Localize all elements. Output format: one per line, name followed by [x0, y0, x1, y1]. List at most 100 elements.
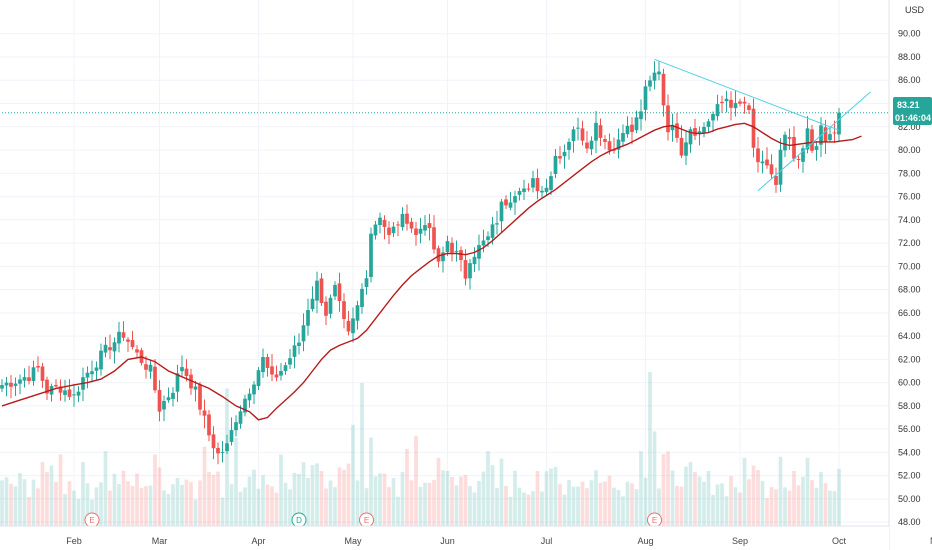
bearish-candle[interactable]: [189, 368, 193, 395]
bullish-candle[interactable]: [495, 211, 499, 235]
bullish-candle[interactable]: [292, 335, 297, 369]
bullish-candle[interactable]: [445, 235, 450, 257]
bearish-candle[interactable]: [796, 154, 801, 169]
bullish-candle[interactable]: [256, 367, 261, 391]
bearish-candle[interactable]: [450, 237, 454, 262]
event-markers[interactable]: EDEEE: [84, 512, 932, 528]
bullish-candle[interactable]: [517, 187, 522, 201]
bullish-candle[interactable]: [301, 313, 306, 352]
bullish-candle[interactable]: [360, 283, 364, 314]
bullish-candle[interactable]: [243, 394, 247, 417]
bullish-candle[interactable]: [562, 144, 567, 169]
bearish-candle[interactable]: [598, 118, 603, 146]
bullish-candle[interactable]: [166, 387, 171, 403]
bearish-candle[interactable]: [144, 355, 148, 379]
bearish-candle[interactable]: [765, 147, 769, 169]
bullish-candle[interactable]: [90, 360, 94, 383]
bullish-candle[interactable]: [369, 227, 373, 283]
bearish-candle[interactable]: [40, 363, 45, 388]
dividend-marker[interactable]: D: [291, 512, 307, 528]
bearish-candle[interactable]: [774, 167, 778, 193]
bullish-candle[interactable]: [4, 377, 9, 397]
earnings-marker[interactable]: E: [84, 512, 100, 528]
bullish-candle[interactable]: [625, 116, 630, 138]
bearish-candle[interactable]: [787, 128, 792, 150]
bullish-candle[interactable]: [76, 386, 81, 403]
bullish-candle[interactable]: [229, 417, 234, 446]
bullish-candle[interactable]: [112, 337, 117, 364]
bearish-candle[interactable]: [396, 221, 400, 237]
bullish-candle[interactable]: [423, 215, 427, 236]
bearish-candle[interactable]: [742, 96, 747, 114]
bullish-candle[interactable]: [247, 388, 252, 408]
bullish-candle[interactable]: [576, 117, 580, 141]
bullish-candle[interactable]: [778, 138, 783, 192]
bearish-candle[interactable]: [324, 296, 328, 326]
bullish-candle[interactable]: [171, 387, 175, 407]
bullish-candle[interactable]: [454, 240, 459, 262]
bearish-candle[interactable]: [580, 120, 585, 146]
bullish-candle[interactable]: [477, 234, 481, 271]
bullish-candle[interactable]: [652, 61, 657, 90]
bearish-candle[interactable]: [535, 168, 540, 200]
bullish-candle[interactable]: [468, 258, 472, 290]
bullish-candle[interactable]: [522, 179, 526, 201]
bullish-candle[interactable]: [571, 126, 576, 153]
bullish-candle[interactable]: [391, 222, 396, 237]
bearish-candle[interactable]: [612, 137, 616, 154]
bearish-candle[interactable]: [459, 246, 463, 272]
bearish-candle[interactable]: [432, 215, 436, 254]
bullish-candle[interactable]: [837, 107, 841, 143]
bearish-candle[interactable]: [207, 409, 211, 442]
time-axis[interactable]: FebMarAprMayJunJulAugSepOctNovDec: [66, 536, 932, 546]
bullish-candle[interactable]: [418, 218, 423, 244]
bullish-candle[interactable]: [315, 271, 319, 314]
bullish-candle[interactable]: [400, 207, 405, 231]
bullish-candle[interactable]: [297, 333, 301, 355]
bearish-candle[interactable]: [202, 399, 207, 429]
bearish-candle[interactable]: [693, 119, 697, 140]
bearish-candle[interactable]: [45, 376, 49, 401]
bullish-candle[interactable]: [31, 360, 36, 386]
bullish-candle[interactable]: [252, 381, 256, 404]
bearish-candle[interactable]: [409, 217, 414, 233]
bullish-candle[interactable]: [22, 368, 27, 388]
bullish-candle[interactable]: [220, 440, 225, 463]
bullish-candle[interactable]: [715, 94, 720, 121]
bullish-candle[interactable]: [472, 247, 477, 273]
bullish-candle[interactable]: [760, 150, 765, 174]
bearish-candle[interactable]: [747, 102, 751, 115]
bullish-candle[interactable]: [639, 99, 643, 131]
bullish-candle[interactable]: [13, 377, 18, 397]
bullish-candle[interactable]: [544, 178, 549, 196]
bullish-candle[interactable]: [589, 136, 594, 155]
bullish-candle[interactable]: [643, 80, 648, 121]
bearish-candle[interactable]: [274, 365, 279, 382]
bearish-candle[interactable]: [265, 353, 270, 377]
bullish-candle[interactable]: [148, 359, 153, 379]
bearish-candle[interactable]: [184, 359, 189, 382]
bullish-candle[interactable]: [378, 212, 382, 234]
bullish-candle[interactable]: [549, 171, 553, 196]
bullish-candle[interactable]: [531, 170, 535, 193]
bullish-candle[interactable]: [441, 246, 445, 273]
time-axis-panel[interactable]: [0, 526, 889, 550]
bullish-candle[interactable]: [72, 383, 76, 407]
bullish-candle[interactable]: [0, 379, 4, 392]
bullish-candle[interactable]: [733, 90, 738, 117]
bearish-candle[interactable]: [661, 68, 666, 117]
bearish-candle[interactable]: [126, 336, 130, 352]
bullish-candle[interactable]: [540, 185, 544, 199]
bearish-candle[interactable]: [382, 215, 387, 240]
bullish-candle[interactable]: [616, 128, 621, 159]
bearish-candle[interactable]: [58, 379, 63, 401]
bullish-candle[interactable]: [333, 281, 337, 300]
bullish-candle[interactable]: [117, 321, 121, 353]
bearish-candle[interactable]: [414, 221, 418, 246]
bullish-candle[interactable]: [180, 355, 184, 376]
earnings-marker[interactable]: E: [359, 512, 374, 528]
bullish-candle[interactable]: [99, 343, 103, 376]
bearish-candle[interactable]: [130, 330, 135, 350]
bearish-candle[interactable]: [832, 120, 837, 144]
bullish-candle[interactable]: [621, 124, 625, 146]
